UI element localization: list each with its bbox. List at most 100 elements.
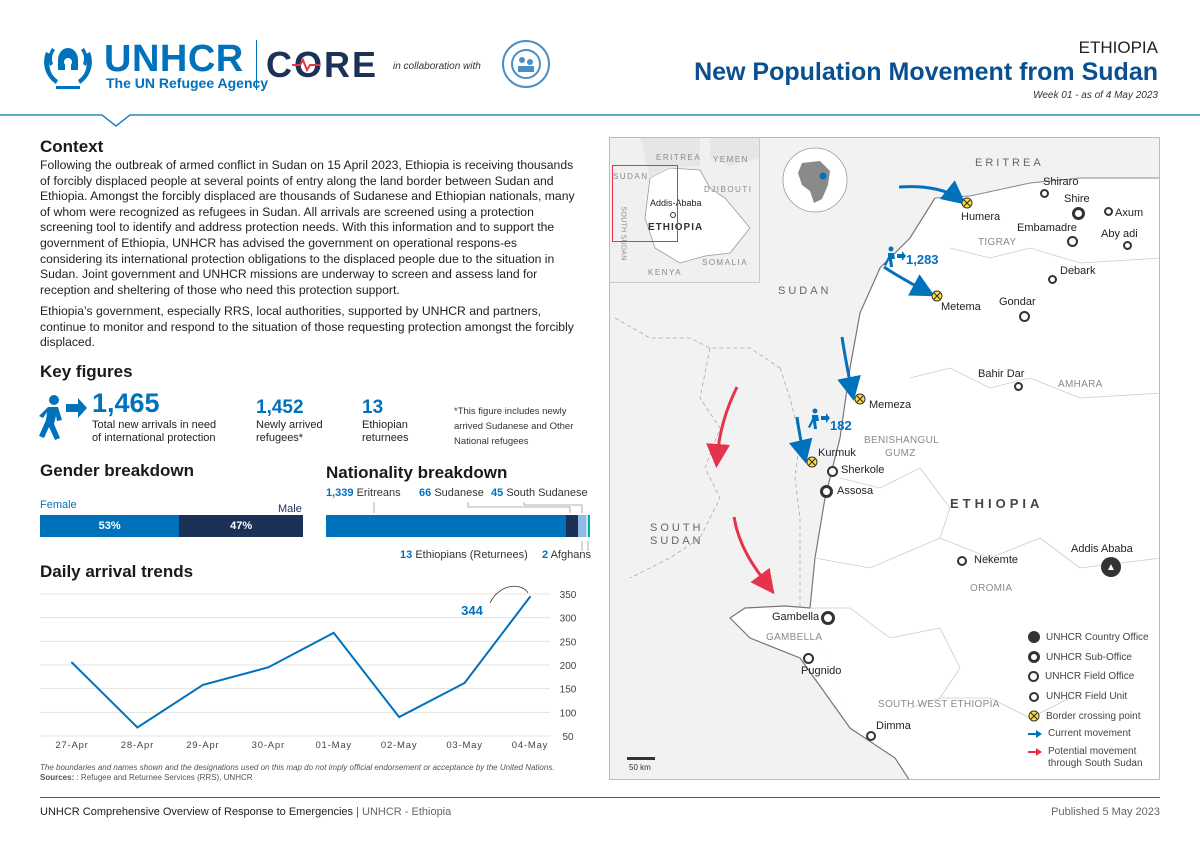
total-arrivals-label-1: Total new arrivals in need: [92, 419, 217, 431]
place-gondar: Gondar: [999, 296, 1036, 308]
marker-assosa-icon: [820, 485, 833, 498]
marker-shire-icon: [1072, 207, 1085, 220]
data-point: [136, 726, 139, 729]
nationality-bar: [326, 515, 590, 537]
arrow-to-humera: [898, 180, 967, 205]
page-title: New Population Movement from Sudan: [694, 58, 1158, 86]
figure-note-3: National refugees: [454, 436, 529, 447]
context-paragraph-2: Ethiopia’s government, especially RRS, l…: [40, 304, 574, 350]
inset-addis-marker-icon: [670, 212, 676, 218]
nationality-label-eritreans: 1,339 Eritreans: [326, 487, 401, 499]
scale-bar: [627, 757, 655, 760]
walking-person-icon: [39, 395, 87, 440]
region-oromia: OROMIA: [970, 583, 1013, 594]
refugees-label-1: Newly arrived: [256, 419, 323, 431]
nationality-segment-4: [588, 515, 590, 537]
data-point: [398, 716, 401, 719]
inset-kenya-label: KENYA: [648, 268, 683, 277]
arrow-to-metema: [883, 265, 935, 297]
data-point: [267, 666, 270, 669]
data-point: [463, 681, 466, 684]
legend-blue-arrow-icon: [1028, 729, 1042, 738]
footer-published: Published 5 May 2023: [1051, 806, 1160, 818]
nationality-segment-2: [577, 515, 586, 537]
sudanese-label: Sudanese: [434, 487, 484, 499]
figure-note-2: arrived Sudanese and Other: [454, 421, 574, 432]
org-tagline: The UN Refugee Agency: [106, 75, 269, 91]
south-sudanese-label: South Sudanese: [506, 487, 588, 499]
scale-label: 50 km: [629, 763, 651, 772]
south-sudanese-value: 45: [491, 487, 504, 499]
annotation-label: 344: [461, 603, 483, 618]
border-point-humera-icon: [961, 197, 973, 209]
map-south-sudan-label-1: SOUTH: [650, 522, 704, 534]
heartbeat-icon: [292, 58, 320, 72]
footer-main: UNHCR Comprehensive Overview of Response…: [40, 806, 354, 818]
legend-field-office-icon: [1028, 671, 1039, 682]
marker-bahir-dar-icon: [1014, 382, 1023, 391]
header-rule: [0, 114, 1200, 127]
place-dimma: Dimma: [876, 720, 911, 732]
ethiopians-value: 13: [400, 549, 413, 561]
page-subtitle: Week 01 - as of 4 May 2023: [1033, 90, 1158, 101]
map-ethiopia-label: ETHIOPIA: [950, 496, 1044, 511]
legend-field-unit: UNHCR Field Unit: [1028, 691, 1127, 702]
place-kurmuk: Kurmuk: [818, 447, 856, 459]
unhcr-emblem-icon: [44, 48, 92, 89]
marker-gondar-icon: [1019, 311, 1030, 322]
footer-left: UNHCR Comprehensive Overview of Response…: [40, 806, 451, 818]
marker-dimma-icon: [866, 731, 876, 741]
gambella-area: [730, 606, 850, 728]
border-point-kurmuk-icon: [806, 456, 818, 468]
x-tick-label: 03-May: [446, 740, 482, 751]
footer-sep: |: [356, 806, 359, 818]
place-metema: Metema: [941, 301, 981, 313]
arrow-potential-2: [732, 516, 775, 595]
region-gambella: GAMBELLA: [766, 632, 823, 643]
x-tick-label: 28-Apr: [121, 740, 154, 751]
female-percent: 53%: [98, 520, 121, 532]
y-tick-label: 250: [560, 637, 577, 648]
gender-bar: 53% 47%: [40, 515, 303, 537]
legend-country-office-icon: [1028, 631, 1040, 643]
y-tick-label: 150: [560, 685, 577, 696]
border-point-metema-icon: [931, 290, 943, 302]
total-arrivals-value: 1,465: [92, 388, 160, 418]
y-tick-label: 200: [560, 661, 577, 672]
marker-debark-icon: [1048, 275, 1057, 284]
x-tick-label: 27-Apr: [55, 740, 88, 751]
inset-ethiopia-label: ETHIOPIA: [648, 222, 704, 233]
marker-nekemte-icon: [957, 556, 967, 566]
legend-red-arrow-icon: [1028, 748, 1042, 756]
nationality-segment-3: [585, 515, 588, 537]
nationality-label-afghans: 2 Afghans: [542, 549, 591, 561]
refugees-label-2: refugees*: [256, 432, 304, 444]
x-tick-label: 29-Apr: [186, 740, 219, 751]
context-heading-text: Context: [40, 137, 104, 156]
inset-djibouti-label: DJIBOUTI: [704, 185, 753, 194]
inset-focus-box: [612, 165, 678, 242]
nationality-segment-0: [326, 515, 566, 537]
marker-embamadre-icon: [1067, 236, 1078, 247]
nationality-label-sudanese: 66 Sudanese: [419, 487, 484, 499]
place-embamadre: Embamadre: [1017, 222, 1077, 234]
marker-shiraro-icon: [1040, 189, 1049, 198]
marker-axum-icon: [1104, 207, 1113, 216]
region-tigray: TIGRAY: [978, 237, 1017, 248]
chart-title: Daily arrival trends: [40, 562, 194, 581]
globe-icon: [782, 147, 848, 213]
legend-sub-office: UNHCR Sub-Office: [1028, 651, 1132, 663]
rrs-emblem-icon: [511, 49, 541, 79]
data-point: [529, 595, 531, 598]
legend-border-point-icon: [1028, 710, 1040, 722]
series-line: [71, 596, 531, 729]
returnees-label-2: returnees: [362, 432, 409, 444]
ethiopians-label: Ethiopians (Returnees): [415, 549, 528, 561]
place-axum: Axum: [1115, 207, 1144, 219]
disclaimer: The boundaries and names shown and the d…: [40, 763, 555, 772]
legend-country-office: UNHCR Country Office: [1028, 631, 1149, 643]
inset-somalia-label: SOMALIA: [702, 258, 749, 267]
map-base: [614, 138, 1159, 779]
arrow-to-memeza: [837, 336, 861, 401]
afghans-label: Afghans: [550, 549, 591, 561]
